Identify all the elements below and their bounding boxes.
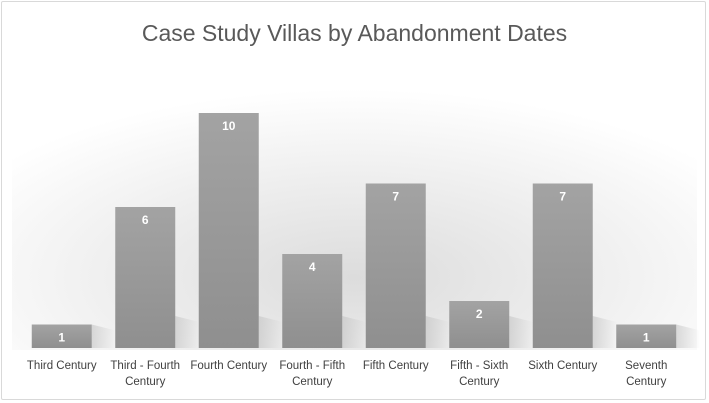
bar: [365, 183, 426, 348]
data-label: 7: [559, 190, 566, 204]
bar-shadow: [91, 324, 116, 348]
category-label: Third - Fourth: [110, 360, 180, 372]
chart-title: Case Study Villas by Abandonment Dates: [142, 20, 567, 46]
bar: [282, 254, 343, 348]
data-label: 4: [309, 260, 316, 274]
data-label: 7: [392, 190, 399, 204]
data-label: 1: [58, 331, 65, 345]
category-label: Sixth Century: [528, 360, 597, 372]
bar-shadow: [509, 316, 534, 348]
bar-shadow: [425, 316, 450, 348]
bar-shadow: [258, 316, 283, 348]
bars: [31, 113, 677, 348]
bar: [616, 324, 677, 348]
data-label: 6: [142, 213, 149, 227]
bar-shadow: [175, 316, 200, 348]
category-labels: Third Century Third - Fourth Century Fourth…: [27, 360, 667, 388]
category-label: Third Century: [27, 360, 97, 372]
plot-backdrop: [12, 60, 697, 350]
category-label: Century: [292, 376, 333, 388]
category-label: Seventh: [625, 360, 667, 372]
bar: [532, 183, 593, 348]
category-label: Fourth Century: [190, 360, 267, 372]
category-label: Century: [459, 376, 500, 388]
bar: [449, 301, 510, 348]
category-label: Fifth - Sixth: [450, 360, 508, 372]
category-label: Fifth Century: [363, 360, 429, 372]
bar: [115, 207, 176, 348]
bar-shadow: [676, 324, 701, 348]
data-label: 2: [476, 307, 483, 321]
bar-shadows: [91, 316, 701, 348]
bar-shadow: [342, 316, 367, 348]
data-label: 10: [222, 119, 236, 133]
bar: [198, 113, 259, 348]
category-label: Fourth - Fifth: [279, 360, 345, 372]
bar: [31, 324, 92, 348]
data-label: 1: [643, 331, 650, 345]
category-label: Century: [626, 376, 667, 388]
bar-shadow: [592, 316, 617, 348]
category-label: Century: [125, 376, 166, 388]
